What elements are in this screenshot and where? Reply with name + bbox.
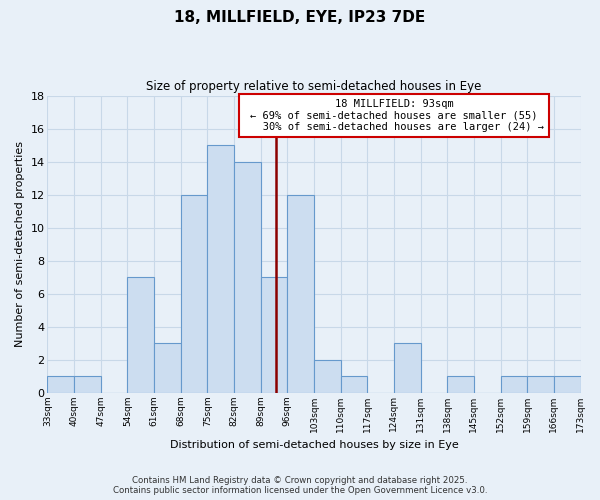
Text: 18, MILLFIELD, EYE, IP23 7DE: 18, MILLFIELD, EYE, IP23 7DE [175, 10, 425, 25]
Bar [394, 343, 421, 392]
Bar [287, 194, 314, 392]
Bar [47, 376, 74, 392]
Bar [314, 360, 341, 392]
Bar [234, 162, 260, 392]
Y-axis label: Number of semi-detached properties: Number of semi-detached properties [15, 141, 25, 347]
Bar [127, 277, 154, 392]
Text: Contains HM Land Registry data © Crown copyright and database right 2025.
Contai: Contains HM Land Registry data © Crown c… [113, 476, 487, 495]
Bar [447, 376, 474, 392]
X-axis label: Distribution of semi-detached houses by size in Eye: Distribution of semi-detached houses by … [170, 440, 458, 450]
Bar [527, 376, 554, 392]
Text: 18 MILLFIELD: 93sqm
← 69% of semi-detached houses are smaller (55)
   30% of sem: 18 MILLFIELD: 93sqm ← 69% of semi-detach… [244, 99, 544, 132]
Bar [154, 343, 181, 392]
Bar [260, 277, 287, 392]
Bar [341, 376, 367, 392]
Bar [554, 376, 581, 392]
Bar [500, 376, 527, 392]
Bar [181, 194, 208, 392]
Bar [74, 376, 101, 392]
Bar [208, 145, 234, 392]
Title: Size of property relative to semi-detached houses in Eye: Size of property relative to semi-detach… [146, 80, 482, 93]
